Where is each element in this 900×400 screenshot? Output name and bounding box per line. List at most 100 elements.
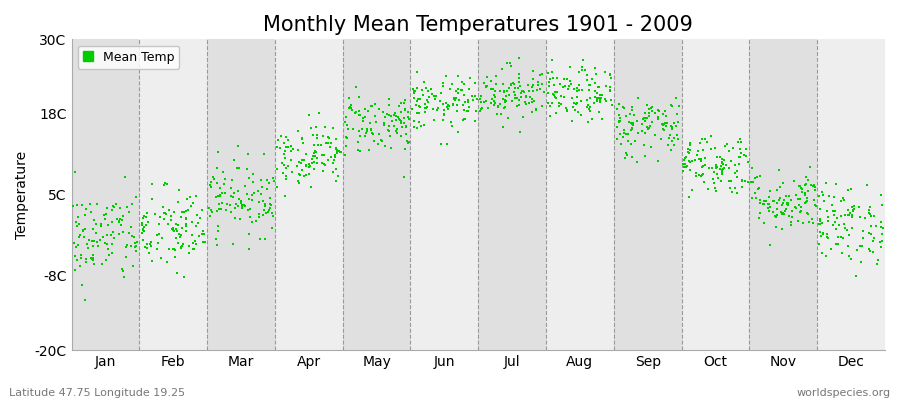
Point — [797, 190, 812, 197]
Point — [391, 114, 405, 120]
Point — [339, 122, 354, 128]
Point — [722, 165, 736, 171]
Point — [757, 198, 771, 204]
Point — [741, 179, 755, 186]
Point — [377, 122, 392, 128]
Point — [401, 116, 416, 122]
Point — [517, 88, 531, 95]
Point — [436, 80, 450, 86]
Point — [338, 143, 353, 150]
Point — [399, 123, 413, 129]
Point — [352, 94, 366, 101]
Point — [357, 106, 372, 112]
Point — [241, 230, 256, 237]
Point — [589, 94, 603, 100]
Point — [873, 239, 887, 246]
Point — [86, 243, 100, 250]
Point — [222, 202, 237, 209]
Point — [541, 90, 555, 96]
Point — [130, 239, 144, 245]
Point — [388, 112, 402, 119]
Point — [444, 119, 458, 126]
Point — [788, 204, 803, 211]
Point — [319, 140, 333, 146]
Point — [307, 159, 321, 166]
Point — [491, 111, 505, 117]
Point — [292, 172, 307, 178]
Point — [738, 152, 752, 159]
Point — [118, 174, 132, 180]
Point — [74, 254, 88, 261]
Point — [728, 162, 742, 168]
Point — [698, 135, 712, 142]
Point — [587, 100, 601, 106]
Point — [634, 121, 649, 128]
Point — [855, 243, 869, 249]
Point — [463, 75, 477, 82]
Point — [465, 97, 480, 103]
Point — [522, 100, 536, 106]
Point — [209, 194, 223, 200]
Point — [580, 104, 595, 110]
Point — [566, 104, 580, 110]
Point — [449, 95, 464, 101]
Point — [181, 206, 195, 213]
Point — [297, 157, 311, 163]
Point — [338, 152, 353, 158]
Point — [642, 110, 656, 116]
Point — [616, 105, 631, 111]
Point — [806, 196, 821, 203]
Point — [257, 203, 272, 210]
Point — [98, 216, 112, 222]
Point — [279, 175, 293, 182]
Point — [209, 236, 223, 242]
Point — [678, 155, 692, 161]
Point — [144, 243, 158, 250]
Point — [141, 219, 156, 225]
Point — [98, 240, 112, 246]
Point — [760, 205, 775, 211]
Point — [815, 231, 830, 238]
Point — [591, 108, 606, 115]
Point — [113, 216, 128, 222]
Point — [219, 207, 233, 213]
Point — [224, 209, 238, 215]
Point — [732, 154, 746, 160]
Point — [157, 182, 171, 188]
Point — [746, 179, 760, 186]
Point — [748, 190, 762, 196]
Point — [210, 165, 224, 172]
Point — [845, 212, 859, 218]
Point — [545, 91, 560, 97]
Point — [302, 163, 317, 170]
Point — [612, 118, 626, 125]
Point — [813, 218, 827, 224]
Point — [778, 192, 793, 199]
Point — [144, 239, 158, 246]
Point — [328, 156, 342, 163]
Point — [252, 213, 266, 220]
Point — [353, 133, 367, 140]
Point — [154, 254, 168, 261]
Point — [212, 149, 226, 156]
Point — [291, 128, 305, 134]
Point — [491, 102, 505, 109]
Point — [438, 73, 453, 80]
Point — [294, 160, 309, 166]
Point — [115, 266, 130, 272]
Text: worldspecies.org: worldspecies.org — [796, 388, 891, 398]
Point — [794, 185, 808, 192]
Point — [544, 57, 559, 64]
Point — [508, 85, 522, 91]
Point — [339, 114, 354, 120]
Point — [512, 75, 526, 81]
Point — [339, 135, 354, 141]
Point — [526, 76, 540, 82]
Point — [781, 202, 796, 208]
Point — [488, 88, 502, 94]
Point — [229, 200, 243, 207]
Point — [281, 137, 295, 143]
Point — [777, 211, 791, 218]
Point — [127, 234, 141, 240]
Point — [638, 130, 652, 136]
